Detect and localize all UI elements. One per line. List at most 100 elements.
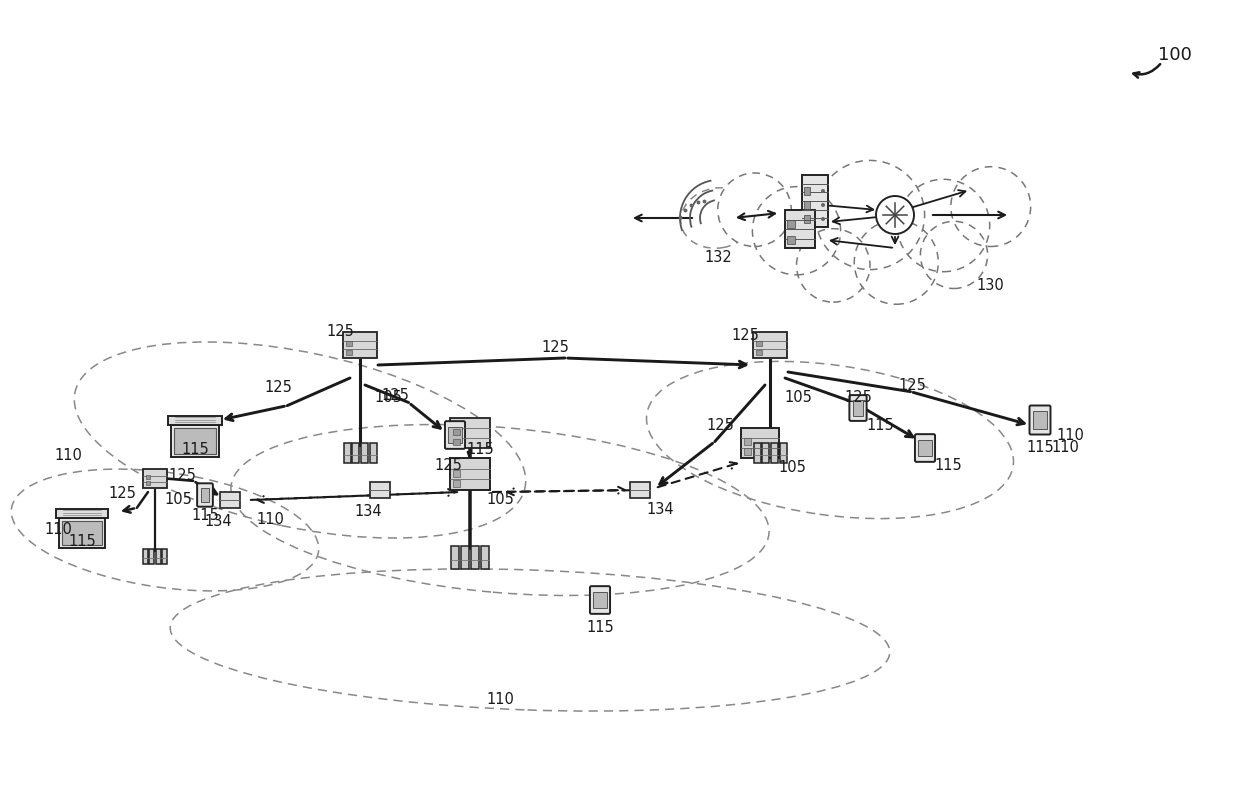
Circle shape [718, 173, 791, 246]
Text: 115: 115 [587, 621, 614, 635]
FancyBboxPatch shape [174, 428, 216, 454]
Text: 110: 110 [1052, 441, 1079, 455]
Circle shape [854, 220, 939, 304]
FancyBboxPatch shape [915, 434, 935, 462]
Circle shape [821, 189, 825, 193]
Text: 110: 110 [486, 693, 513, 707]
FancyBboxPatch shape [919, 440, 931, 456]
FancyBboxPatch shape [1029, 406, 1050, 434]
Bar [780, 443, 786, 463]
Bar [787, 220, 795, 228]
Text: 125: 125 [108, 486, 136, 501]
Bar [149, 549, 154, 563]
Bar [763, 443, 769, 463]
Text: 110: 110 [257, 513, 284, 527]
Bar [454, 429, 460, 434]
Circle shape [898, 179, 990, 272]
Text: 125: 125 [732, 327, 759, 342]
Text: 134: 134 [205, 514, 232, 530]
FancyBboxPatch shape [143, 470, 167, 488]
Bar [352, 443, 360, 463]
Text: 105: 105 [777, 461, 806, 475]
Text: 125: 125 [434, 458, 463, 473]
Text: 105: 105 [164, 493, 192, 507]
FancyBboxPatch shape [197, 483, 213, 506]
Text: 105: 105 [784, 390, 812, 406]
Text: 125: 125 [381, 387, 409, 402]
Circle shape [920, 222, 987, 289]
FancyBboxPatch shape [449, 426, 461, 443]
Text: 125: 125 [169, 467, 196, 482]
Text: 115: 115 [466, 442, 494, 458]
Text: 125: 125 [541, 341, 569, 355]
Bar [361, 443, 368, 463]
FancyBboxPatch shape [450, 418, 490, 448]
Bar [453, 480, 460, 487]
Bar [461, 546, 469, 569]
Text: 110: 110 [55, 447, 82, 462]
Bar [756, 341, 763, 346]
Circle shape [875, 196, 914, 234]
FancyBboxPatch shape [201, 488, 210, 502]
Bar [451, 546, 459, 569]
Text: 125: 125 [326, 325, 353, 339]
Bar [744, 438, 751, 445]
Text: 105: 105 [486, 493, 513, 507]
Text: 100: 100 [1158, 46, 1192, 64]
FancyBboxPatch shape [62, 521, 102, 546]
FancyBboxPatch shape [1033, 411, 1047, 429]
Bar [454, 439, 460, 445]
FancyBboxPatch shape [56, 510, 108, 518]
FancyBboxPatch shape [630, 482, 650, 498]
Bar [370, 443, 377, 463]
Bar [346, 341, 352, 346]
FancyBboxPatch shape [802, 175, 828, 227]
Bar [156, 549, 161, 563]
FancyBboxPatch shape [167, 416, 222, 425]
Bar [754, 443, 760, 463]
Circle shape [821, 203, 825, 207]
FancyBboxPatch shape [785, 210, 815, 248]
Circle shape [816, 160, 925, 270]
Text: 115: 115 [191, 507, 219, 522]
Bar [453, 470, 460, 477]
Bar [146, 482, 150, 485]
FancyBboxPatch shape [343, 332, 377, 358]
Text: 130: 130 [976, 278, 1004, 293]
Text: 115: 115 [1027, 441, 1054, 455]
Text: 105: 105 [374, 390, 402, 406]
Text: 115: 115 [866, 418, 894, 433]
FancyBboxPatch shape [171, 425, 219, 457]
FancyBboxPatch shape [853, 399, 863, 416]
FancyBboxPatch shape [742, 428, 779, 458]
Bar [804, 187, 810, 195]
Bar [804, 201, 810, 209]
Bar [481, 546, 489, 569]
FancyBboxPatch shape [445, 421, 465, 449]
Circle shape [951, 166, 1030, 246]
Text: 115: 115 [68, 534, 95, 550]
FancyBboxPatch shape [594, 592, 606, 608]
Text: 125: 125 [706, 418, 734, 433]
Bar [346, 350, 352, 355]
FancyBboxPatch shape [753, 332, 787, 358]
FancyBboxPatch shape [849, 395, 867, 421]
Text: 115: 115 [181, 442, 208, 458]
Circle shape [753, 186, 841, 275]
FancyBboxPatch shape [60, 518, 105, 549]
FancyBboxPatch shape [219, 492, 241, 508]
Text: 115: 115 [934, 458, 962, 473]
Text: 125: 125 [844, 390, 872, 405]
Text: 134: 134 [355, 505, 382, 519]
Bar [744, 448, 751, 455]
Circle shape [796, 229, 870, 302]
Text: 125: 125 [898, 378, 926, 393]
Bar [804, 215, 810, 223]
Bar [471, 546, 479, 569]
Bar [756, 350, 763, 355]
Circle shape [821, 217, 825, 221]
Bar [162, 549, 167, 563]
Text: 132: 132 [704, 250, 732, 266]
Text: 125: 125 [264, 381, 291, 395]
Bar [343, 443, 351, 463]
